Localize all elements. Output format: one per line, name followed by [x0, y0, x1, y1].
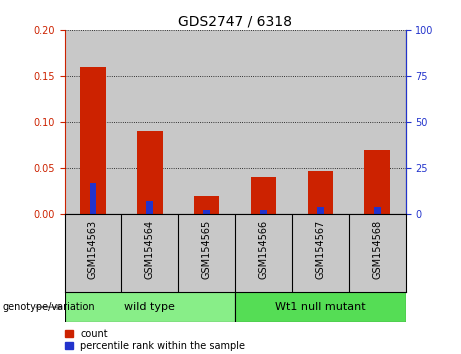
Bar	[80, 67, 106, 214]
Bar	[121, 30, 178, 214]
Bar	[374, 207, 381, 214]
Bar	[65, 30, 121, 214]
Bar	[317, 207, 324, 214]
Text: GSM154564: GSM154564	[145, 219, 155, 279]
Bar	[89, 183, 96, 214]
Bar	[235, 292, 406, 322]
Bar	[251, 177, 276, 214]
Bar	[65, 292, 235, 322]
Title: GDS2747 / 6318: GDS2747 / 6318	[178, 15, 292, 29]
Text: genotype/variation: genotype/variation	[2, 302, 95, 312]
Text: Wt1 null mutant: Wt1 null mutant	[275, 302, 366, 312]
Bar	[260, 210, 267, 214]
Text: GSM154563: GSM154563	[88, 219, 98, 279]
Text: GSM154566: GSM154566	[259, 219, 269, 279]
Text: GSM154567: GSM154567	[315, 219, 325, 279]
Bar	[292, 30, 349, 214]
Text: wild type: wild type	[124, 302, 175, 312]
Text: GSM154565: GSM154565	[201, 219, 212, 279]
Text: GSM154568: GSM154568	[372, 219, 382, 279]
Bar	[147, 201, 153, 214]
Bar	[137, 131, 163, 214]
Bar	[178, 30, 235, 214]
Bar	[365, 150, 390, 214]
Bar	[307, 171, 333, 214]
Legend: count, percentile rank within the sample: count, percentile rank within the sample	[65, 329, 245, 351]
Bar	[203, 210, 210, 214]
Bar	[235, 30, 292, 214]
Bar	[194, 196, 219, 214]
Bar	[349, 30, 406, 214]
